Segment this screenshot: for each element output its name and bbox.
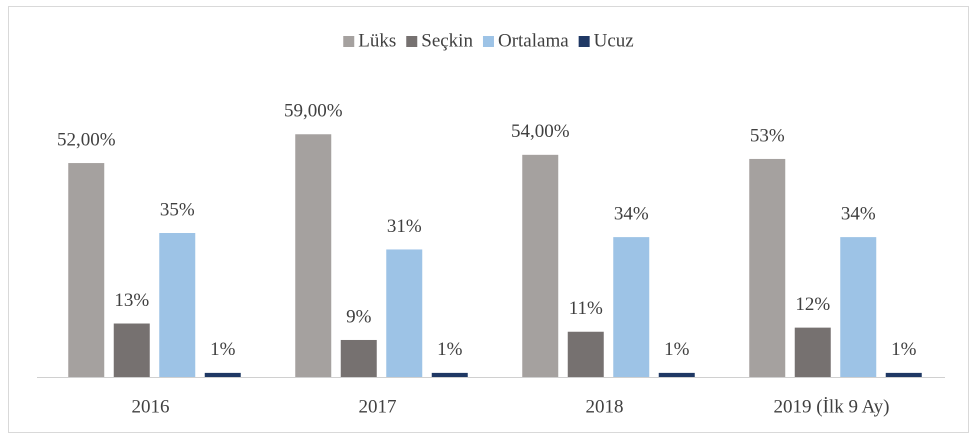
bar	[204, 372, 241, 377]
value-label: 1%	[210, 339, 236, 360]
bar	[113, 323, 150, 377]
value-label: 53%	[750, 125, 785, 146]
legend-label: Ucuz	[594, 30, 634, 51]
bar	[567, 331, 604, 377]
bar	[840, 237, 877, 377]
bar	[159, 233, 196, 377]
value-label: 1%	[891, 339, 917, 360]
value-label: 34%	[614, 203, 649, 224]
bar	[749, 158, 786, 377]
legend-swatch	[482, 36, 494, 47]
legend-label: Ortalama	[498, 30, 569, 51]
value-label: 34%	[841, 203, 876, 224]
bar	[68, 163, 105, 377]
bar	[386, 249, 423, 377]
bar	[613, 237, 650, 377]
value-label: 1%	[664, 339, 690, 360]
x-tick-label: 2019 (İlk 9 Ay)	[774, 396, 890, 417]
bar	[658, 372, 695, 377]
x-tick-label: 2017	[359, 396, 397, 417]
bar	[295, 134, 332, 377]
x-tick-label: 2016	[132, 396, 170, 417]
value-label: 1%	[437, 339, 463, 360]
legend-swatch	[578, 36, 590, 47]
value-label: 35%	[160, 199, 195, 220]
bar	[522, 154, 559, 377]
value-label: 11%	[569, 298, 603, 319]
value-label: 13%	[114, 290, 149, 311]
value-label: 54,00%	[511, 121, 570, 142]
value-label: 31%	[387, 216, 422, 237]
bar	[885, 372, 922, 377]
legend-label: Lüks	[358, 30, 396, 51]
x-tick-label: 2018	[586, 396, 624, 417]
bar	[340, 339, 377, 377]
value-label: 52,00%	[57, 129, 116, 150]
bar	[794, 327, 831, 377]
value-label: 9%	[346, 306, 372, 327]
value-label: 12%	[795, 294, 830, 315]
legend-swatch	[343, 36, 355, 47]
bar	[431, 372, 468, 377]
legend-label: Seçkin	[421, 30, 473, 51]
legend-swatch	[406, 36, 418, 47]
value-label: 59,00%	[284, 101, 343, 122]
